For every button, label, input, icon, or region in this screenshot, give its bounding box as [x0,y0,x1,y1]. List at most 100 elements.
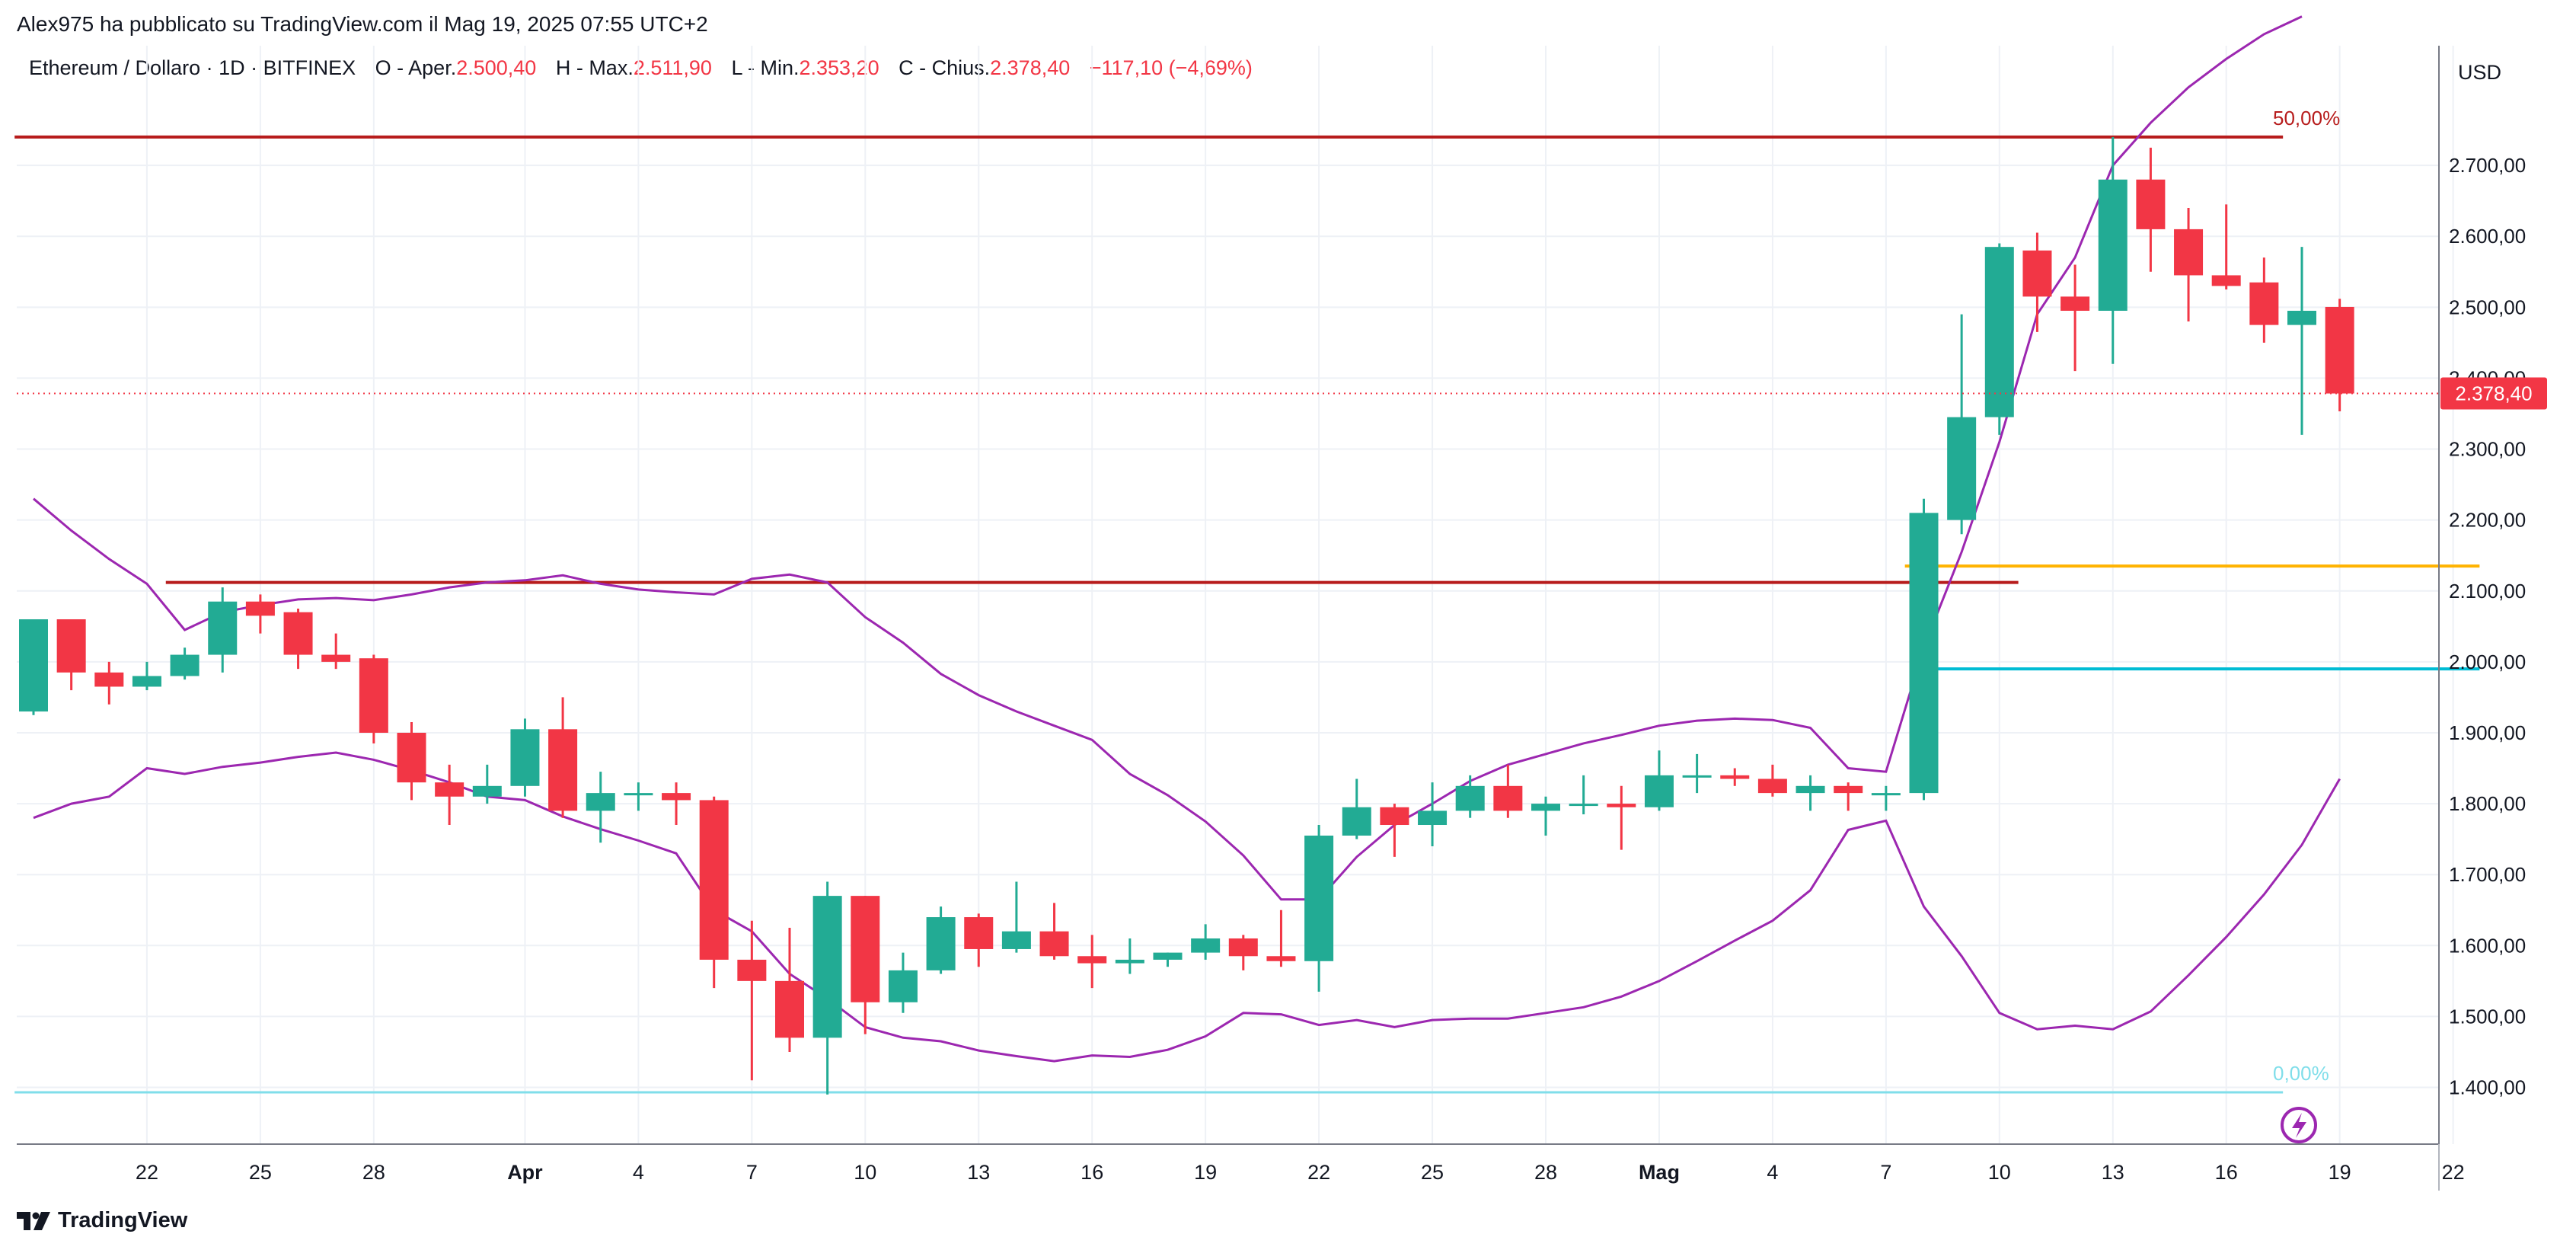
candle [2325,299,2354,412]
candle-body [624,793,653,796]
symbol-legend: Ethereum / Dollaro · 1D · BITFINEX O - A… [29,56,1253,80]
candle [1796,775,1825,811]
candle-body [397,732,426,783]
candle-body [321,654,351,662]
tradingview-logo-icon [17,1211,50,1230]
candle-body [2325,306,2354,394]
candle-body [1115,959,1144,964]
candle [1531,796,1560,836]
candle-body [2060,296,2090,311]
candle-body [1380,807,1409,826]
date-tick-label: 4 [633,1161,644,1184]
candle-body [1607,804,1636,807]
price-tick-label: 1.900,00 [2449,721,2526,744]
candle [1418,782,1448,846]
candle-body [1153,952,1183,960]
candle-body [1455,785,1485,811]
candle [775,928,804,1052]
lightning-icon[interactable] [2281,1107,2317,1143]
candle-body [510,729,540,786]
date-tick-label: 22 [136,1161,158,1184]
price-tick-label: 1.800,00 [2449,792,2526,815]
candle [1947,314,1977,535]
date-tick-label: Mag [1639,1161,1680,1184]
candle-body [1077,956,1107,964]
candle-body [586,793,615,811]
candle-body [2022,250,2052,297]
candle [2249,257,2279,343]
candle-body [1871,793,1901,796]
axes: 1.400,00 1.500,00 1.600,00 1.700,00 1.800,00… [17,46,2547,1191]
candle [1001,881,1031,953]
candle-body [2211,275,2241,286]
high-value: 2.511,90 [633,56,712,79]
candle-body [2249,282,2279,325]
candle [2136,147,2166,272]
candle [245,594,275,634]
candle-body [1947,417,1977,520]
candle-body [1531,804,1560,811]
candle-body [1720,775,1750,779]
candle-body [1984,247,2014,417]
fib-0-label: 0,00% [2273,1062,2329,1085]
date-tick-label: 10 [1988,1161,2011,1184]
candle [2211,204,2241,290]
date-tick-label: 28 [1534,1161,1557,1184]
candle-body [851,896,880,1002]
price-tick-label: 2.000,00 [2449,651,2526,673]
candle [662,782,691,826]
candle [472,764,502,804]
date-tick-label: 22 [2442,1161,2465,1184]
price-tick-label: 1.600,00 [2449,934,2526,957]
candle [1493,764,1523,818]
candle [283,609,313,670]
candle [435,764,464,826]
candle [1607,785,1636,850]
date-tick-label: 22 [1307,1161,1330,1184]
candle [586,772,615,843]
candle [548,697,578,818]
price-tick-label: 2.700,00 [2449,154,2526,177]
candle-body [1682,775,1712,778]
candle-body [2287,310,2316,325]
high-label: H - Max. [555,56,634,79]
candle [1228,935,1258,970]
candle [19,619,48,715]
price-tick-label: 1.700,00 [2449,863,2526,886]
currency-label[interactable]: USD [2458,61,2502,84]
symbol-name[interactable]: Ethereum / Dollaro · 1D · BITFINEX [29,56,356,79]
candle [1342,778,1371,839]
candle-body [1757,778,1787,794]
last-price-label: 2.378,40 [2455,382,2532,405]
tradingview-watermark[interactable]: TradingView [17,1208,187,1233]
date-tick-label: 19 [1194,1161,1217,1184]
grid-lines [17,46,2454,1144]
candle-body [1569,804,1598,807]
candle-body [435,782,464,797]
candle [2174,207,2204,321]
candle [1720,768,1750,786]
price-tick-label: 1.400,00 [2449,1076,2526,1099]
candle [888,952,918,1013]
candle [1834,782,1863,811]
candle [359,654,388,743]
price-tick-label: 2.200,00 [2449,509,2526,532]
candle [624,782,653,811]
candle-body [699,800,729,960]
candle-body [926,917,956,970]
date-tick-label: 25 [1421,1161,1444,1184]
candle-body [548,729,578,811]
candle-body [1493,785,1523,811]
candle-body [1001,931,1031,949]
candle-body [208,601,238,655]
candle [56,619,86,691]
price-tick-label: 2.100,00 [2449,580,2526,603]
candle-body [245,601,275,616]
date-tick-label: 28 [362,1161,385,1184]
candle [737,920,767,1081]
open-value: 2.500,40 [456,56,537,79]
candle [1569,775,1598,815]
candle [94,661,124,705]
bollinger-middle [33,751,2341,1063]
